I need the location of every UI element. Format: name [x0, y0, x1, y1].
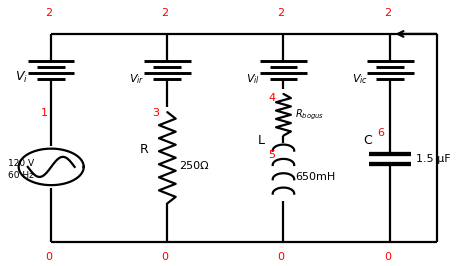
Text: 2: 2 — [162, 8, 169, 18]
Text: 120 V
60 Hz: 120 V 60 Hz — [8, 159, 34, 180]
Text: R: R — [140, 143, 149, 156]
Text: 0: 0 — [162, 252, 168, 262]
Text: C: C — [363, 134, 372, 147]
Text: L: L — [258, 134, 265, 147]
Text: $V_{ic}$: $V_{ic}$ — [352, 73, 368, 86]
Text: 4: 4 — [268, 93, 275, 103]
Text: $R_{bogus}$: $R_{bogus}$ — [295, 107, 324, 122]
Text: 1: 1 — [41, 109, 48, 118]
Text: 2: 2 — [46, 8, 53, 18]
Text: 650mH: 650mH — [295, 172, 335, 182]
Text: 0: 0 — [278, 252, 284, 262]
Text: $V_{il}$: $V_{il}$ — [246, 73, 260, 86]
Text: 3: 3 — [152, 109, 159, 118]
Text: 2: 2 — [278, 8, 285, 18]
Text: 0: 0 — [46, 252, 52, 262]
Text: 0: 0 — [384, 252, 392, 262]
Text: $V_i$: $V_i$ — [15, 69, 27, 85]
Text: 250Ω: 250Ω — [179, 161, 209, 171]
Text: 5: 5 — [268, 150, 275, 160]
Text: 2: 2 — [384, 8, 392, 18]
Text: $V_{ir}$: $V_{ir}$ — [129, 73, 145, 86]
Text: 6: 6 — [377, 128, 384, 138]
Text: 1.5 μF: 1.5 μF — [416, 154, 450, 164]
